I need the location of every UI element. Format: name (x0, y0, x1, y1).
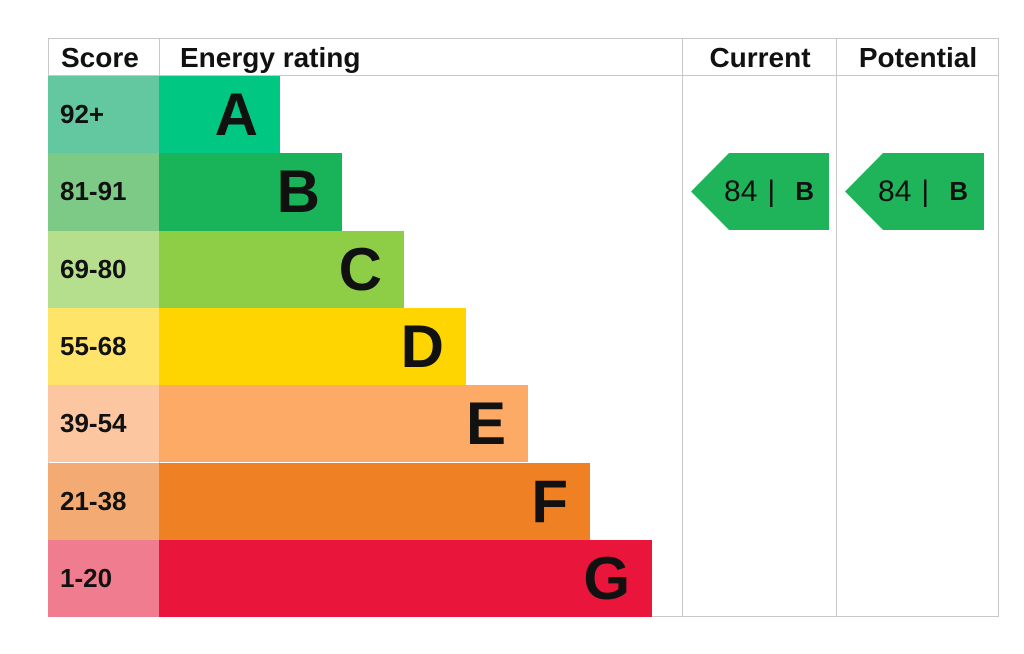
score-range-b: 81-91 (48, 153, 159, 231)
header-score: Score (61, 42, 139, 73)
potential-band: B (949, 176, 968, 207)
header-divider (48, 75, 999, 76)
current-score: 84 (724, 174, 758, 208)
current-band: B (795, 176, 814, 207)
band-bar-f: F (159, 462, 590, 540)
header-energy-rating: Energy rating (180, 42, 361, 73)
current-rating-arrow: 84 | B (691, 153, 830, 231)
band-bar-b: B (159, 153, 342, 231)
band-bar-a: A (159, 76, 280, 154)
header-potential: Potential (858, 42, 978, 73)
potential-separator: | (921, 174, 930, 208)
current-separator: | (767, 174, 776, 208)
current-arrow-shape (691, 153, 829, 231)
divider (682, 38, 683, 617)
score-range-c: 69-80 (48, 230, 159, 308)
score-range-d: 55-68 (48, 307, 159, 386)
potential-arrow-shape (845, 153, 984, 231)
band-bar-d: D (159, 307, 466, 386)
band-bar-c: C (159, 230, 404, 308)
score-range-g: 1-20 (48, 539, 159, 618)
divider (836, 38, 837, 617)
band-bar-e: E (159, 385, 528, 463)
score-range-e: 39-54 (48, 385, 159, 463)
potential-rating-arrow: 84 | B (845, 153, 984, 231)
potential-score: 84 (878, 174, 912, 208)
header-current: Current (709, 42, 811, 73)
band-bar-g: G (159, 539, 652, 618)
score-range-a: 92+ (48, 76, 159, 154)
score-range-f: 21-38 (48, 462, 159, 540)
